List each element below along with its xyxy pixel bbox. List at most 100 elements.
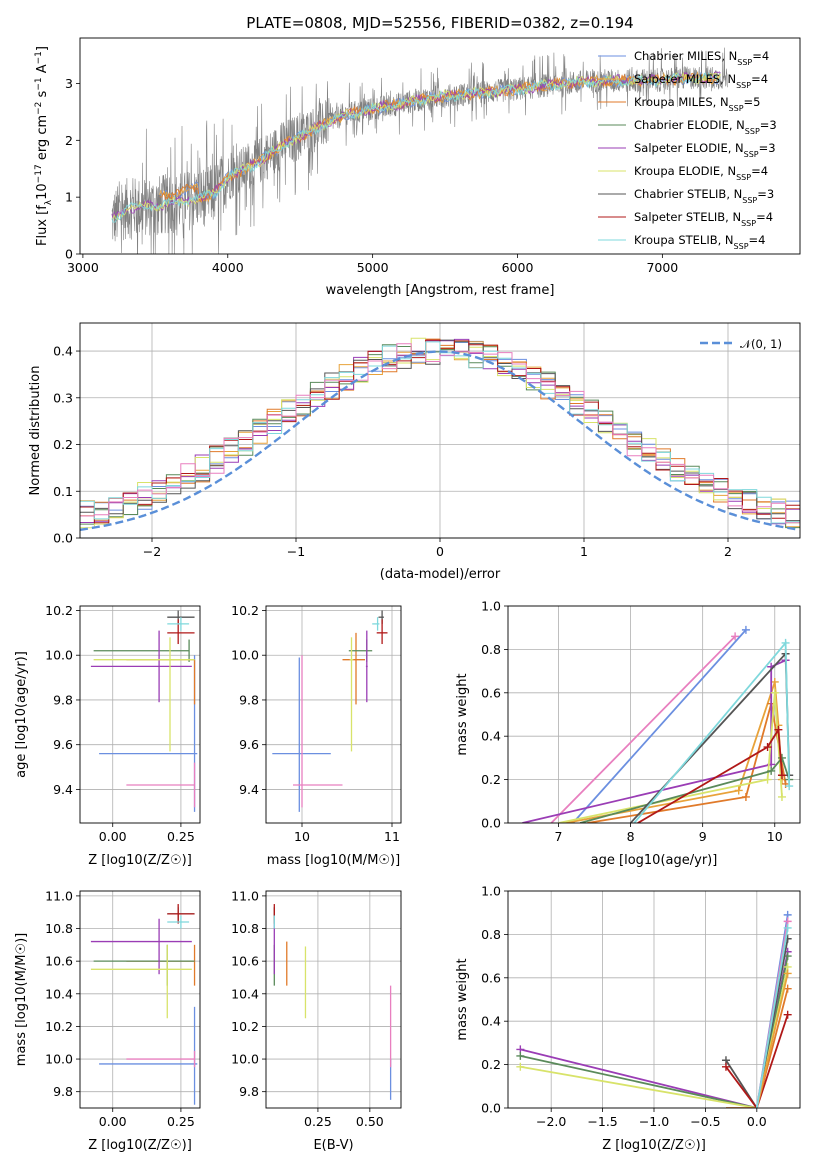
weight-vs-age-ytick-label: 0.6 bbox=[481, 685, 501, 700]
legend-sub: SSP bbox=[745, 127, 760, 136]
legend-sub: SSP bbox=[741, 219, 756, 228]
residuals-legend-label: 𝒩(0, 1) bbox=[740, 337, 782, 351]
weight-vs-age-marker bbox=[781, 638, 790, 647]
weight-vs-Z-xlabel: Z [log10(Z/Z☉)] bbox=[602, 1138, 706, 1153]
legend-text: Kroupa ELODIE, N bbox=[634, 164, 736, 178]
mass-vs-Z-xlabel: Z [log10(Z/Z☉)] bbox=[88, 1138, 192, 1153]
weight-vs-Z-marker bbox=[721, 1062, 730, 1071]
weight-vs-Z-ytick-label: 0.0 bbox=[481, 1101, 501, 1116]
legend-tail: =4 bbox=[751, 164, 768, 178]
spectrum-ylabel-part: −2 bbox=[34, 102, 44, 115]
weight-vs-Z-xtick-label: −2.0 bbox=[536, 1114, 566, 1129]
weight-vs-Z-series-line bbox=[755, 973, 789, 1108]
mass-vs-ebv-ytick-label: 10.4 bbox=[231, 986, 259, 1001]
age-vs-Z-ytick-label: 9.4 bbox=[53, 782, 73, 797]
normal-curve bbox=[80, 350, 798, 531]
spectrum-ylabel-part: s bbox=[35, 90, 50, 101]
weight-vs-Z-marker bbox=[783, 1010, 792, 1019]
residual-histogram bbox=[80, 341, 800, 524]
weight-vs-age-marker bbox=[777, 792, 786, 801]
mass-vs-ebv-ytick-label: 9.8 bbox=[239, 1084, 259, 1099]
residuals-xlabel: (data-model)/error bbox=[380, 567, 501, 582]
mass-vs-Z-ytick-label: 10.6 bbox=[45, 954, 73, 969]
legend-sub: SSP bbox=[737, 58, 752, 67]
weight-vs-Z-series-line bbox=[520, 966, 789, 1108]
age-vs-mass-frame bbox=[265, 605, 402, 824]
figure-title: PLATE=0808, MJD=52556, FIBERID=0382, z=0… bbox=[246, 14, 633, 32]
legend-text: Salpeter ELODIE, N bbox=[634, 141, 744, 155]
residuals-ytick-label: 0.0 bbox=[53, 531, 73, 546]
weight-vs-age-ytick-label: 1.0 bbox=[481, 599, 501, 614]
weight-vs-age-ytick-label: 0.8 bbox=[481, 642, 501, 657]
spectrum-legend-label: Salpeter STELIB, NSSP=4 bbox=[634, 210, 773, 228]
age-vs-Z-xlabel: Z [log10(Z/Z☉)] bbox=[88, 853, 192, 868]
residuals-plot-area bbox=[80, 337, 800, 531]
spectrum-legend-label: Chabrier STELIB, NSSP=3 bbox=[634, 187, 774, 205]
legend-text: Salpeter MILES, N bbox=[634, 72, 736, 86]
weight-vs-Z-series-line bbox=[725, 1014, 789, 1108]
spectrum-ylabel-part: −1 bbox=[34, 51, 44, 64]
mass-vs-ebv-frame bbox=[265, 890, 402, 1109]
age-vs-Z-ytick-label: 10.0 bbox=[45, 648, 73, 663]
mass-vs-ebv-ytick-label: 10.6 bbox=[231, 954, 259, 969]
weight-vs-Z-series-line bbox=[755, 927, 789, 1108]
spectrum-ytick-label: 0 bbox=[65, 247, 73, 262]
weight-vs-age-ytick-label: 0.4 bbox=[481, 729, 501, 744]
age-vs-Z-ytick-label: 9.8 bbox=[53, 692, 73, 707]
residuals-ytick-label: 0.3 bbox=[53, 390, 73, 405]
mass-vs-Z-ylabel: mass [log10(M/M☉)] bbox=[14, 933, 29, 1066]
spectrum-model-line bbox=[111, 71, 721, 219]
weight-vs-age-plot-area bbox=[522, 625, 794, 823]
mass-vs-Z-ytick-label: 10.4 bbox=[45, 986, 73, 1001]
weight-vs-age-marker bbox=[763, 775, 772, 784]
mass-vs-ebv-ytick-label: 10.8 bbox=[231, 921, 259, 936]
spectrum-legend-label: Salpeter ELODIE, NSSP=3 bbox=[634, 141, 776, 159]
spectrum-legend-label: Kroupa STELIB, NSSP=4 bbox=[634, 233, 765, 251]
legend-tail: =4 bbox=[756, 210, 773, 224]
spectrum-model-line bbox=[111, 72, 721, 223]
weight-vs-age-series-line bbox=[579, 756, 791, 823]
age-vs-mass-xtick-label: 11 bbox=[384, 829, 400, 844]
residuals-xtick-label: 0 bbox=[436, 544, 444, 559]
spectrum-ylabel-part: erg cm bbox=[35, 115, 50, 164]
weight-vs-age-xtick-label: 8 bbox=[627, 829, 635, 844]
spectrum-ytick-label: 2 bbox=[65, 133, 73, 148]
spectrum-frame bbox=[79, 37, 801, 255]
spectrum-legend-label: Chabrier ELODIE, NSSP=3 bbox=[634, 118, 777, 136]
spectrum-ylabel-part: −1 bbox=[34, 77, 44, 90]
legend-sub: SSP bbox=[742, 196, 757, 205]
legend-tail: =4 bbox=[749, 233, 766, 247]
age-vs-mass-ytick-label: 9.6 bbox=[239, 737, 259, 752]
residuals-frame bbox=[79, 322, 801, 539]
residual-histogram bbox=[80, 343, 800, 524]
age-vs-mass-xtick-label: 10 bbox=[294, 829, 310, 844]
mass-vs-ebv-ytick-label: 11.0 bbox=[231, 888, 259, 903]
residuals-ytick-label: 0.4 bbox=[53, 344, 73, 359]
weight-vs-age-ytick-label: 0.2 bbox=[481, 772, 501, 787]
mass-vs-Z-ytick-label: 10.0 bbox=[45, 1052, 73, 1067]
weight-vs-age-marker bbox=[767, 766, 776, 775]
weight-vs-Z-ytick-label: 0.4 bbox=[481, 1014, 501, 1029]
mass-vs-Z-ytick-label: 9.8 bbox=[53, 1084, 73, 1099]
weight-vs-age-xtick-label: 10 bbox=[767, 829, 783, 844]
weight-vs-Z-series-line bbox=[520, 955, 789, 1108]
spectrum-xlabel: wavelength [Angstrom, rest frame] bbox=[326, 283, 555, 298]
age-vs-mass-xlabel: mass [log10(M/M☉)] bbox=[267, 853, 400, 868]
legend-text: Kroupa STELIB, N bbox=[634, 233, 734, 247]
mass-vs-ebv-xtick-label: 0.50 bbox=[356, 1114, 384, 1129]
age-vs-mass-plot-area bbox=[272, 610, 388, 812]
spectrum-ylabel: Flux [fλ10−17 erg cm−2 s−1 A−1] bbox=[34, 46, 54, 246]
age-vs-Z-ytick-label: 10.2 bbox=[45, 603, 73, 618]
spectrum-legend-label: Salpeter MILES, NSSP=4 bbox=[634, 72, 768, 90]
weight-vs-Z-marker bbox=[783, 923, 792, 932]
weight-vs-Z-ytick-label: 0.8 bbox=[481, 927, 501, 942]
weight-vs-age-xtick-label: 7 bbox=[554, 829, 562, 844]
mass-vs-Z-ytick-label: 11.0 bbox=[45, 888, 73, 903]
weight-vs-Z-plot-area bbox=[516, 910, 792, 1108]
weight-vs-Z-ytick-label: 0.6 bbox=[481, 970, 501, 985]
legend-text: Chabrier MILES, N bbox=[634, 49, 737, 63]
plot-layer: 3000 4000 5000 6000 7000 0 1 2 3 wavelength [Angs… bbox=[14, 37, 801, 1153]
weight-vs-Z-xtick-label: −0.5 bbox=[690, 1114, 720, 1129]
age-vs-Z-ylabel: age [log10(age/yr)] bbox=[14, 651, 29, 778]
